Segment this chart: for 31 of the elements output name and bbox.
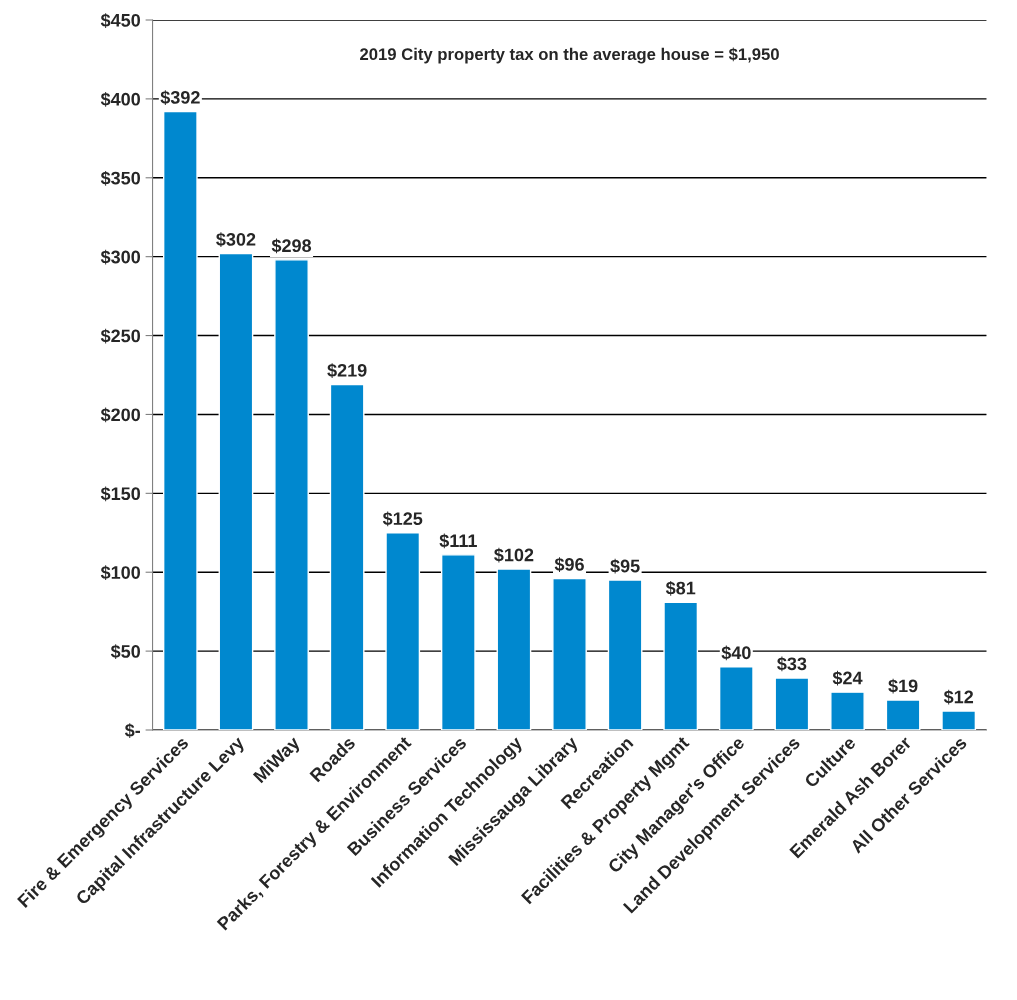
- bar: [718, 666, 754, 730]
- data-label: $95: [610, 558, 640, 574]
- data-label: $111: [439, 533, 477, 549]
- data-label: $392: [160, 90, 200, 105]
- data-label: $81: [665, 580, 696, 596]
- y-tick-label: $-: [124, 723, 141, 738]
- data-label: $102: [494, 547, 534, 563]
- bar: [274, 259, 309, 730]
- data-label: $33: [777, 656, 807, 672]
- y-tick-label: $50: [110, 644, 141, 659]
- data-label: $96: [554, 557, 584, 572]
- data-label: $125: [382, 511, 423, 527]
- data-label: $19: [888, 678, 918, 694]
- y-tick-label: $400: [100, 92, 141, 107]
- bar: [607, 579, 643, 730]
- y-tick-label: $150: [100, 486, 141, 502]
- y-tick-label: $450: [100, 13, 141, 28]
- y-tick-label: $100: [100, 565, 141, 581]
- y-tick-label: $200: [100, 407, 141, 423]
- data-label: $302: [216, 232, 256, 247]
- bar: [552, 577, 587, 730]
- y-tick-label: $350: [100, 170, 141, 186]
- data-label: $219: [327, 363, 367, 378]
- data-label: $298: [271, 238, 312, 254]
- y-tick-label: $300: [100, 249, 141, 265]
- data-label: $40: [721, 645, 751, 661]
- data-label: $12: [943, 689, 974, 705]
- bar: [162, 110, 198, 730]
- annotation: 2019 City property tax on the average house = $1,950: [360, 47, 779, 64]
- y-tick-label: $250: [100, 328, 141, 344]
- data-label: $24: [832, 670, 863, 686]
